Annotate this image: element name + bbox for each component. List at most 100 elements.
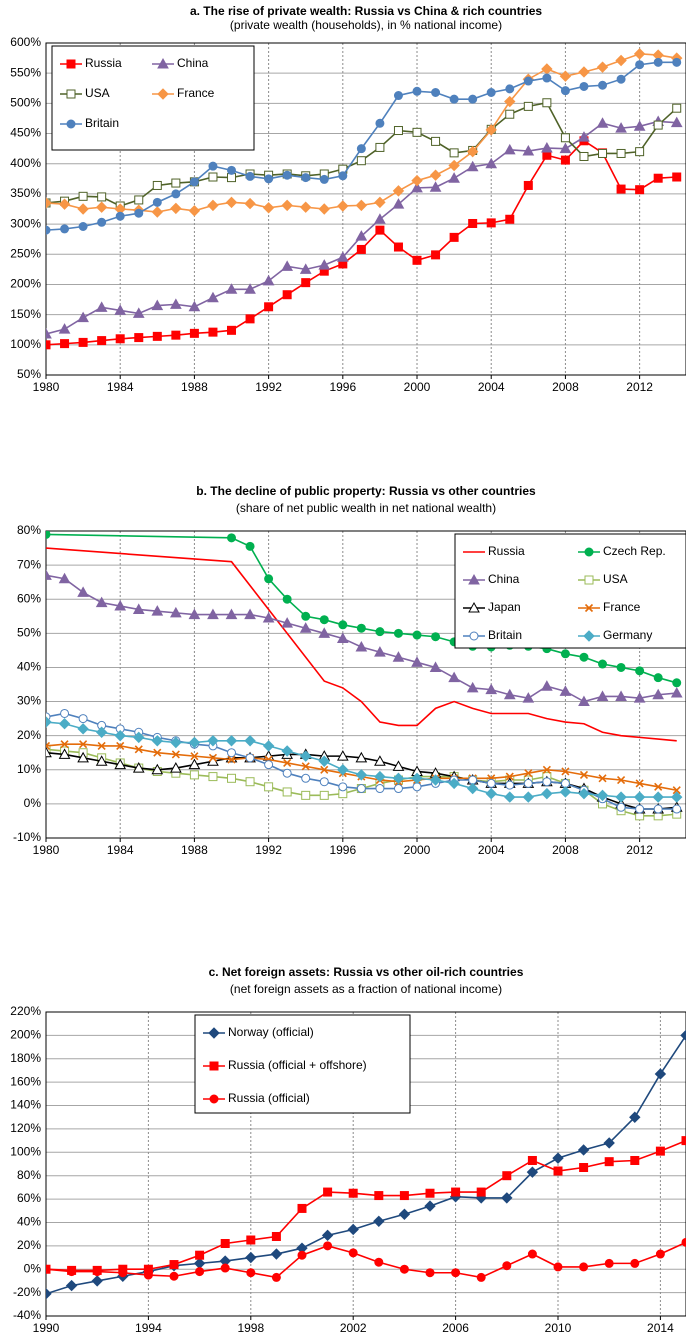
marker bbox=[505, 772, 514, 781]
marker bbox=[448, 172, 460, 183]
marker bbox=[170, 298, 182, 309]
y-tick-label: 200% bbox=[10, 1028, 41, 1042]
marker bbox=[522, 145, 535, 156]
marker bbox=[297, 1203, 307, 1213]
marker bbox=[118, 1268, 128, 1278]
marker bbox=[95, 596, 108, 608]
chart-title: b. The decline of public property: Russi… bbox=[196, 484, 536, 498]
marker bbox=[220, 1239, 230, 1249]
marker bbox=[157, 57, 169, 69]
marker bbox=[220, 1263, 230, 1273]
marker bbox=[392, 185, 405, 197]
y-tick-label: 250% bbox=[10, 246, 41, 260]
marker bbox=[431, 250, 441, 260]
marker bbox=[356, 244, 366, 254]
marker bbox=[671, 791, 683, 803]
marker bbox=[225, 735, 238, 747]
marker bbox=[207, 735, 219, 747]
marker bbox=[77, 723, 89, 735]
marker bbox=[355, 199, 368, 212]
marker bbox=[374, 213, 386, 224]
marker bbox=[171, 750, 180, 759]
marker bbox=[356, 623, 366, 633]
y-tick-label: 160% bbox=[10, 1074, 41, 1088]
legend-box bbox=[194, 1014, 411, 1114]
marker bbox=[425, 1268, 435, 1278]
marker bbox=[541, 787, 553, 800]
marker bbox=[58, 198, 71, 210]
legend-label: USA bbox=[85, 86, 110, 100]
marker bbox=[66, 119, 76, 129]
marker bbox=[431, 136, 441, 146]
marker bbox=[541, 142, 553, 153]
marker bbox=[95, 755, 108, 766]
marker bbox=[485, 157, 498, 169]
marker bbox=[616, 662, 626, 672]
marker bbox=[114, 304, 127, 315]
y-tick-label: 150% bbox=[10, 307, 41, 321]
marker bbox=[425, 1188, 435, 1198]
marker bbox=[58, 323, 71, 334]
marker bbox=[244, 197, 256, 210]
marker bbox=[264, 174, 274, 184]
marker bbox=[486, 778, 496, 788]
marker bbox=[115, 334, 125, 344]
marker bbox=[429, 169, 442, 181]
x-tick-label: 1992 bbox=[255, 380, 282, 394]
y-tick-label: 60% bbox=[17, 1191, 41, 1205]
marker bbox=[170, 762, 182, 773]
marker bbox=[97, 192, 107, 202]
marker bbox=[116, 741, 125, 750]
marker bbox=[526, 1166, 539, 1178]
marker bbox=[77, 311, 89, 323]
marker bbox=[60, 708, 70, 718]
marker bbox=[152, 331, 162, 341]
marker bbox=[337, 200, 349, 212]
marker bbox=[653, 673, 663, 683]
marker bbox=[170, 736, 182, 749]
marker bbox=[451, 1187, 461, 1197]
marker bbox=[227, 748, 237, 758]
marker bbox=[208, 172, 218, 182]
marker bbox=[476, 1272, 486, 1282]
marker bbox=[373, 1215, 385, 1227]
marker bbox=[134, 745, 143, 754]
marker bbox=[617, 775, 626, 785]
marker bbox=[584, 603, 594, 613]
marker bbox=[281, 260, 294, 271]
marker bbox=[97, 741, 106, 750]
marker bbox=[652, 791, 664, 803]
marker bbox=[411, 181, 423, 193]
x-tick-label: 1988 bbox=[181, 380, 208, 394]
marker bbox=[468, 573, 480, 585]
marker bbox=[134, 195, 144, 205]
plot-frame bbox=[45, 1011, 686, 1317]
marker bbox=[392, 772, 405, 785]
marker bbox=[374, 755, 386, 766]
marker bbox=[412, 782, 422, 792]
marker bbox=[78, 714, 88, 724]
x-tick-label: 1994 bbox=[135, 1321, 162, 1335]
marker bbox=[635, 147, 645, 157]
y-tick-label: 40% bbox=[17, 1215, 41, 1229]
marker bbox=[448, 777, 460, 790]
y-tick-label: 70% bbox=[17, 557, 41, 571]
legend-label: France bbox=[603, 600, 641, 614]
marker bbox=[282, 170, 292, 180]
y-tick-label: 220% bbox=[10, 1004, 41, 1018]
marker bbox=[596, 789, 609, 802]
marker bbox=[208, 161, 218, 171]
marker bbox=[264, 760, 274, 770]
marker bbox=[323, 1187, 333, 1197]
marker bbox=[46, 716, 52, 728]
marker bbox=[246, 1268, 256, 1278]
marker bbox=[542, 98, 552, 108]
marker bbox=[78, 191, 88, 201]
y-tick-label: 550% bbox=[10, 65, 41, 79]
marker bbox=[374, 770, 386, 783]
marker bbox=[655, 1146, 665, 1156]
marker bbox=[282, 768, 292, 778]
x-tick-label: 2010 bbox=[545, 1321, 572, 1335]
marker bbox=[504, 791, 516, 803]
marker bbox=[338, 620, 348, 630]
